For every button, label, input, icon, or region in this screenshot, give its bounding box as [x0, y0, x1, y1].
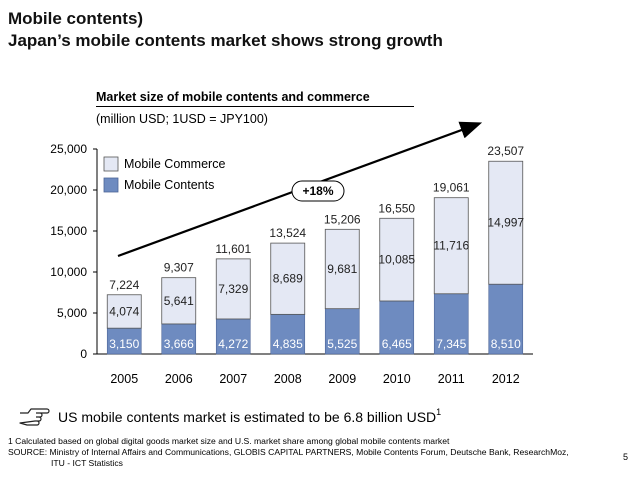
slide-title: Mobile contents) Japan’s mobile contents… [8, 8, 443, 52]
data-label-mobile-commerce: 10,085 [378, 253, 415, 267]
data-label-total: 15,206 [324, 212, 361, 226]
growth-annotation-pill [291, 180, 345, 202]
y-tick-label: 0 [80, 347, 87, 361]
x-tick-label: 2005 [110, 372, 138, 386]
data-label-mobile-contents: 4,272 [218, 337, 248, 351]
bar-mobile-contents [379, 300, 415, 355]
data-label-total: 19,061 [433, 181, 470, 195]
footnotes: 1 Calculated based on global digital goo… [8, 436, 569, 469]
x-tick-label: 2010 [383, 372, 411, 386]
data-label-mobile-commerce: 14,997 [487, 216, 524, 230]
data-label-total: 13,524 [269, 226, 306, 240]
source-line-continued: ITU - ICT Statistics [51, 458, 123, 468]
data-label-mobile-contents: 3,666 [164, 337, 194, 351]
legend-label: Mobile Contents [124, 178, 214, 192]
bar-mobile-contents [161, 323, 197, 355]
slide-title-line1: Mobile contents) [8, 9, 144, 28]
slide-title-line2: Japan’s mobile contents market shows str… [8, 31, 443, 50]
bar-mobile-commerce [433, 197, 469, 295]
y-tick-label: 5,000 [57, 306, 87, 320]
us-market-note: US mobile contents market is estimated t… [58, 407, 442, 425]
us-market-note-text: US mobile contents market is estimated t… [58, 409, 437, 425]
bar-mobile-contents [324, 308, 360, 355]
data-label-mobile-contents: 3,150 [109, 337, 139, 351]
x-tick-label: 2008 [274, 372, 302, 386]
growth-annotation: +18% [302, 184, 333, 198]
bar-mobile-contents [433, 293, 469, 355]
data-label-total: 11,601 [215, 242, 251, 256]
x-tick-label: 2011 [438, 372, 465, 386]
legend-label: Mobile Commerce [124, 157, 225, 171]
bar-mobile-commerce [324, 228, 360, 310]
bar-mobile-contents [488, 283, 524, 355]
footnote-1: 1 Calculated based on global digital goo… [8, 436, 450, 446]
y-tick-label: 20,000 [50, 183, 87, 197]
x-tick-label: 2006 [165, 372, 193, 386]
bar-mobile-commerce [106, 294, 142, 329]
y-tick-label: 10,000 [50, 265, 87, 279]
chart-subtitle: (million USD; 1USD = JPY100) [96, 112, 268, 126]
chart-title-underline [96, 106, 414, 107]
data-label-mobile-commerce: 8,689 [273, 272, 303, 286]
footnote-ref: 1 [436, 407, 442, 417]
data-label-mobile-commerce: 9,681 [327, 262, 357, 276]
data-label-mobile-commerce: 5,641 [164, 294, 194, 308]
data-label-mobile-contents: 8,510 [491, 337, 521, 351]
legend-swatch [103, 156, 119, 172]
page-number: 5 [622, 452, 628, 462]
data-label-mobile-commerce: 4,074 [109, 304, 139, 318]
data-label-total: 7,224 [109, 278, 139, 292]
data-label-mobile-commerce: 11,716 [433, 239, 469, 253]
chart-title: Market size of mobile contents and comme… [96, 90, 370, 104]
stacked-bar-chart: 0 5,000 10,000 15,000 20,000 25,000 3,150 4,074… [50, 121, 533, 386]
pointing-hand-icon [19, 408, 50, 426]
data-label-mobile-contents: 5,525 [327, 337, 357, 351]
x-tick-label: 2012 [492, 372, 520, 386]
y-tick-label: 25,000 [50, 142, 87, 156]
data-label-total: 23,507 [487, 144, 524, 158]
bar-mobile-commerce [215, 258, 251, 320]
bar-mobile-contents [215, 318, 251, 355]
bar-mobile-commerce [270, 242, 306, 315]
data-label-total: 9,307 [164, 261, 194, 275]
source-line: SOURCE: Ministry of Internal Affairs and… [8, 447, 569, 457]
y-tick-label: 15,000 [50, 224, 87, 238]
x-tick-label: 2007 [219, 372, 247, 386]
data-label-mobile-contents: 4,835 [273, 337, 303, 351]
bar-mobile-commerce [161, 277, 197, 325]
legend-swatch [103, 177, 119, 193]
data-label-mobile-contents: 7,345 [436, 337, 466, 351]
bar-mobile-commerce [379, 217, 415, 302]
bar-mobile-commerce [488, 160, 524, 285]
x-tick-label: 2009 [328, 372, 356, 386]
data-label-total: 16,550 [378, 201, 415, 215]
data-label-mobile-commerce: 7,329 [218, 282, 248, 296]
data-label-mobile-contents: 6,465 [382, 337, 412, 351]
bar-mobile-contents [106, 327, 142, 355]
